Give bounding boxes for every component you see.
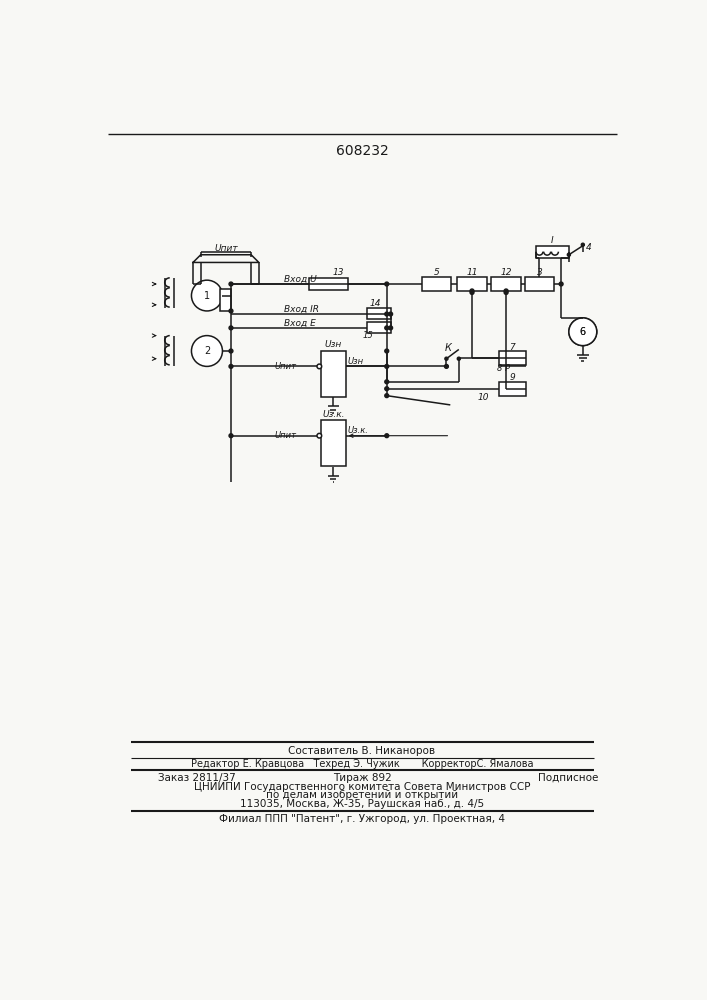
Circle shape (385, 387, 389, 391)
Circle shape (569, 318, 597, 346)
Circle shape (389, 312, 392, 316)
Text: Вход U: Вход U (284, 275, 317, 284)
Text: Вход IR: Вход IR (284, 305, 320, 314)
Text: 608232: 608232 (336, 144, 388, 158)
Text: 7: 7 (510, 343, 515, 352)
Circle shape (385, 434, 389, 438)
Bar (421, 277, 451, 291)
Circle shape (385, 380, 389, 384)
Bar (368, 322, 391, 333)
Text: 6: 6 (580, 327, 586, 337)
Text: 5: 5 (433, 268, 439, 277)
Circle shape (385, 312, 389, 316)
Circle shape (385, 349, 389, 353)
Text: P: P (504, 364, 509, 373)
Text: Uзн: Uзн (325, 340, 342, 349)
Circle shape (192, 280, 223, 311)
Circle shape (389, 326, 392, 330)
Text: Uзн: Uзн (348, 357, 364, 366)
Bar (220, 289, 231, 311)
Text: Филиал ППП "Патент", г. Ужгород, ул. Проектная, 4: Филиал ППП "Патент", г. Ужгород, ул. Про… (219, 814, 505, 824)
Text: 13: 13 (332, 268, 344, 277)
Text: Uпит: Uпит (274, 362, 296, 371)
Circle shape (317, 433, 322, 438)
Circle shape (229, 309, 233, 313)
Circle shape (470, 289, 474, 293)
Circle shape (445, 364, 448, 368)
Text: Составитель В. Никаноров: Составитель В. Никаноров (288, 746, 436, 756)
Text: 3: 3 (537, 268, 542, 277)
Circle shape (229, 326, 233, 330)
Circle shape (385, 326, 389, 330)
Circle shape (385, 282, 389, 286)
Text: Редактор Е. Кравцова   Техред Э. Чужик       КорректорС. Ямалова: Редактор Е. Кравцова Техред Э. Чужик Кор… (191, 759, 533, 769)
Text: Заказ 2811/37: Заказ 2811/37 (158, 773, 236, 783)
Bar (321, 351, 346, 397)
Circle shape (504, 291, 508, 294)
Text: Uз.к.: Uз.к. (322, 410, 344, 419)
Text: 9: 9 (510, 373, 515, 382)
Bar (368, 308, 391, 319)
Bar (457, 277, 486, 291)
Text: 8: 8 (497, 364, 503, 373)
Text: Uпит: Uпит (214, 244, 238, 253)
Text: Подписное: Подписное (538, 773, 598, 783)
Circle shape (504, 289, 508, 293)
Circle shape (567, 253, 571, 256)
Bar (537, 246, 569, 258)
Text: 2: 2 (204, 346, 210, 356)
Circle shape (581, 243, 585, 246)
Text: Тираж 892: Тираж 892 (332, 773, 392, 783)
Circle shape (559, 282, 563, 286)
Text: по делам изобретений и открытий: по делам изобретений и открытий (266, 790, 458, 800)
Text: 1: 1 (204, 291, 210, 301)
Circle shape (229, 349, 233, 353)
Text: 10: 10 (478, 393, 489, 402)
Circle shape (229, 434, 233, 438)
Text: ЦНИИПИ Государственного комитета Совета Министров ССР: ЦНИИПИ Государственного комитета Совета … (194, 782, 530, 792)
Circle shape (457, 357, 460, 360)
Circle shape (192, 336, 223, 366)
Text: 12: 12 (501, 268, 512, 277)
Circle shape (229, 364, 233, 368)
Text: Uз.к.: Uз.к. (348, 426, 369, 435)
Text: Вход E: Вход E (284, 319, 316, 328)
Text: 4: 4 (585, 243, 591, 252)
Bar (321, 420, 346, 466)
Text: 15: 15 (363, 331, 373, 340)
Text: Uпит: Uпит (274, 431, 296, 440)
Circle shape (385, 394, 389, 398)
Text: 11: 11 (466, 268, 478, 277)
Bar (499, 382, 526, 396)
Circle shape (569, 318, 597, 346)
Text: 113035, Москва, Ж-35, Раушская наб., д. 4/5: 113035, Москва, Ж-35, Раушская наб., д. … (240, 799, 484, 809)
Circle shape (445, 357, 448, 360)
Bar (499, 351, 526, 365)
Circle shape (470, 291, 474, 294)
Bar (309, 278, 348, 290)
Text: 6: 6 (580, 327, 586, 337)
Text: I: I (551, 236, 553, 245)
Circle shape (317, 364, 322, 369)
Circle shape (229, 282, 233, 286)
Bar (491, 277, 521, 291)
Text: К: К (445, 343, 451, 353)
Bar (525, 277, 554, 291)
Circle shape (385, 364, 389, 368)
Text: 14: 14 (369, 299, 381, 308)
